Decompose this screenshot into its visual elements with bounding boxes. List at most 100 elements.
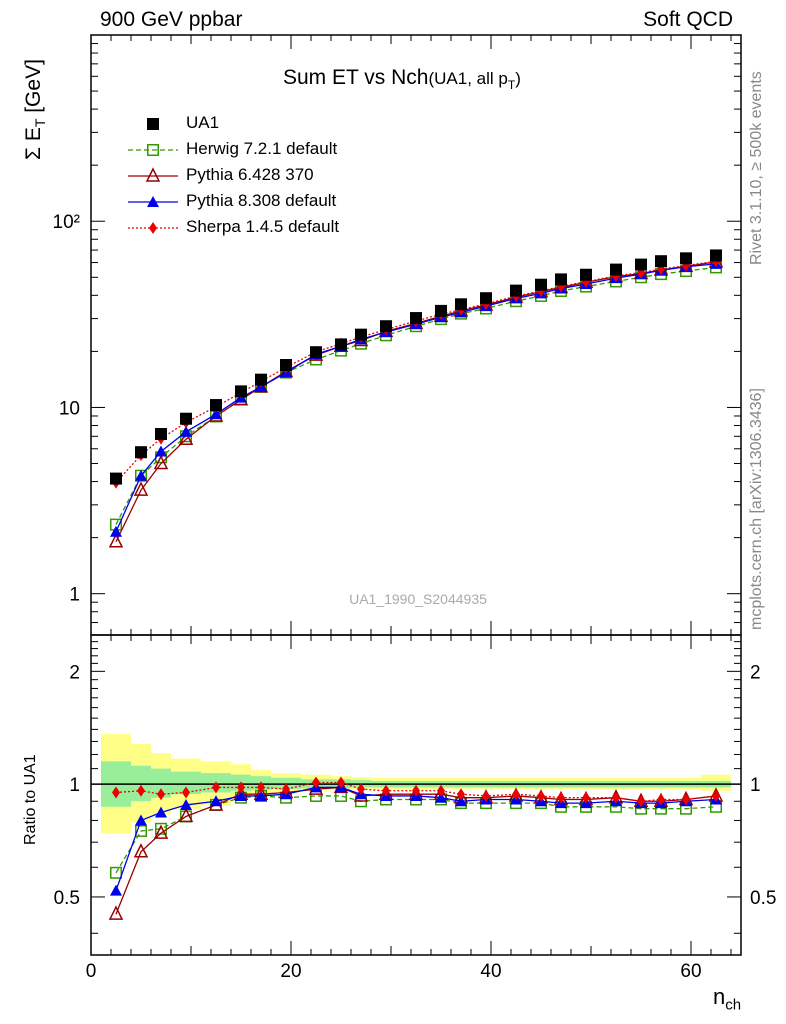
band-inner [151,768,171,798]
legend-marker [145,167,161,182]
band-inner [171,771,201,795]
data-point [255,373,267,386]
ratio-line [115,786,717,891]
ratio-point [255,789,267,801]
y-axis-label-main: Σ ET [GeV] [22,59,48,160]
ratio-point [110,884,122,896]
data-point [133,481,149,496]
x-axis-label-main: n [713,984,726,1009]
data-point [635,258,647,271]
data-point [155,445,167,457]
ratio-line [115,795,717,874]
data-point [135,469,147,481]
chart-title: Sum ET vs Nch(UA1, all pT) [283,66,521,92]
legend-marker [147,196,159,207]
data-point [108,533,124,548]
ratio-point [382,784,390,797]
ratio-point [108,905,124,920]
chart-title-sub-end: ) [515,69,521,88]
data-point [610,263,622,276]
data-point [280,359,292,372]
data-point [435,304,447,317]
ratio-point [682,793,690,806]
ratio-tick-label: 0.5 [54,888,80,909]
header-process-label: 900 GeV ppbar [100,8,243,31]
data-point [135,446,147,459]
ratio-point [312,776,320,789]
data-point [180,425,192,437]
data-point [210,408,222,420]
data-point [710,249,722,262]
data-point [680,252,692,265]
ratio-point [257,781,265,794]
header-category-label: Soft QCD [643,8,733,31]
ratio-frame [90,634,742,956]
ratio-point [135,824,147,837]
ratio-point [412,784,420,797]
data-point [155,428,167,441]
data-point [455,298,467,311]
legend-label-pythia6: Pythia 6.428 370 [186,165,314,184]
legend-marker [147,144,159,156]
ratio-point [180,798,192,810]
series-line [115,263,717,533]
data-point [410,312,422,325]
x-tick-label: 0 [86,961,97,982]
ratio-point [582,791,590,804]
ratio-point [537,789,545,802]
y-tick-label: 10 [59,398,80,419]
legend-label-pythia8: Pythia 8.308 default [186,191,337,210]
ratio-point [435,791,447,803]
mcplots-reference-label: mcplots.cern.ch [arXiv:1306.3436] [748,388,765,630]
ratio-point [178,807,194,823]
ratio-point [133,843,149,858]
ratio-point [557,791,565,804]
y-tick-label: 10² [53,212,80,233]
ratio-point [482,789,490,802]
y-tick-label: 1 [69,585,80,606]
legend-label-herwig: Herwig 7.2.1 default [186,139,338,158]
data-point [380,320,392,333]
ratio-point [210,795,222,807]
ratio-point [182,786,190,799]
x-axis-label-sub: ch [725,996,742,1014]
data-point [555,273,567,286]
legend-marker [147,118,159,130]
series-line [115,261,717,543]
ratio-point [637,795,645,808]
data-point [210,399,222,412]
legend-marker [149,222,157,234]
y-axis-label-text: Σ E [22,127,45,160]
ratio-point [155,822,167,835]
ratio-tick-label: 2 [69,662,80,683]
x-tick-label: 60 [680,961,701,982]
x-tick-label: 40 [480,961,501,982]
ratio-point [157,788,165,801]
data-point [310,346,322,359]
legend-label-ua1: UA1 [186,113,220,132]
ratio-point [137,784,145,797]
y-axis-label-sub: T [32,118,48,127]
ratio-point [135,814,147,826]
data-point [110,472,122,485]
ratio-point [657,793,665,806]
data-point [355,328,367,341]
series-line [115,260,717,484]
analysis-watermark: UA1_1990_S2044935 [349,591,487,607]
ratio-tick-label-right: 1 [750,775,761,796]
data-point [180,412,192,425]
ratio-point [337,776,345,789]
ratio-point [235,789,247,801]
legend-label-sherpa: Sherpa 1.4.5 default [186,217,340,236]
ratio-point [282,783,290,796]
data-point [178,430,194,445]
ratio-axis-label: Ratio to UA1 [22,754,39,845]
data-point [335,338,347,351]
ratio-point [110,866,122,879]
data-point [580,268,592,281]
chart-title-sub-t: T [508,78,516,92]
data-point [110,525,122,537]
chart-title-sub: (UA1, all p [428,69,507,88]
data-point [153,454,169,470]
data-point [480,292,492,305]
